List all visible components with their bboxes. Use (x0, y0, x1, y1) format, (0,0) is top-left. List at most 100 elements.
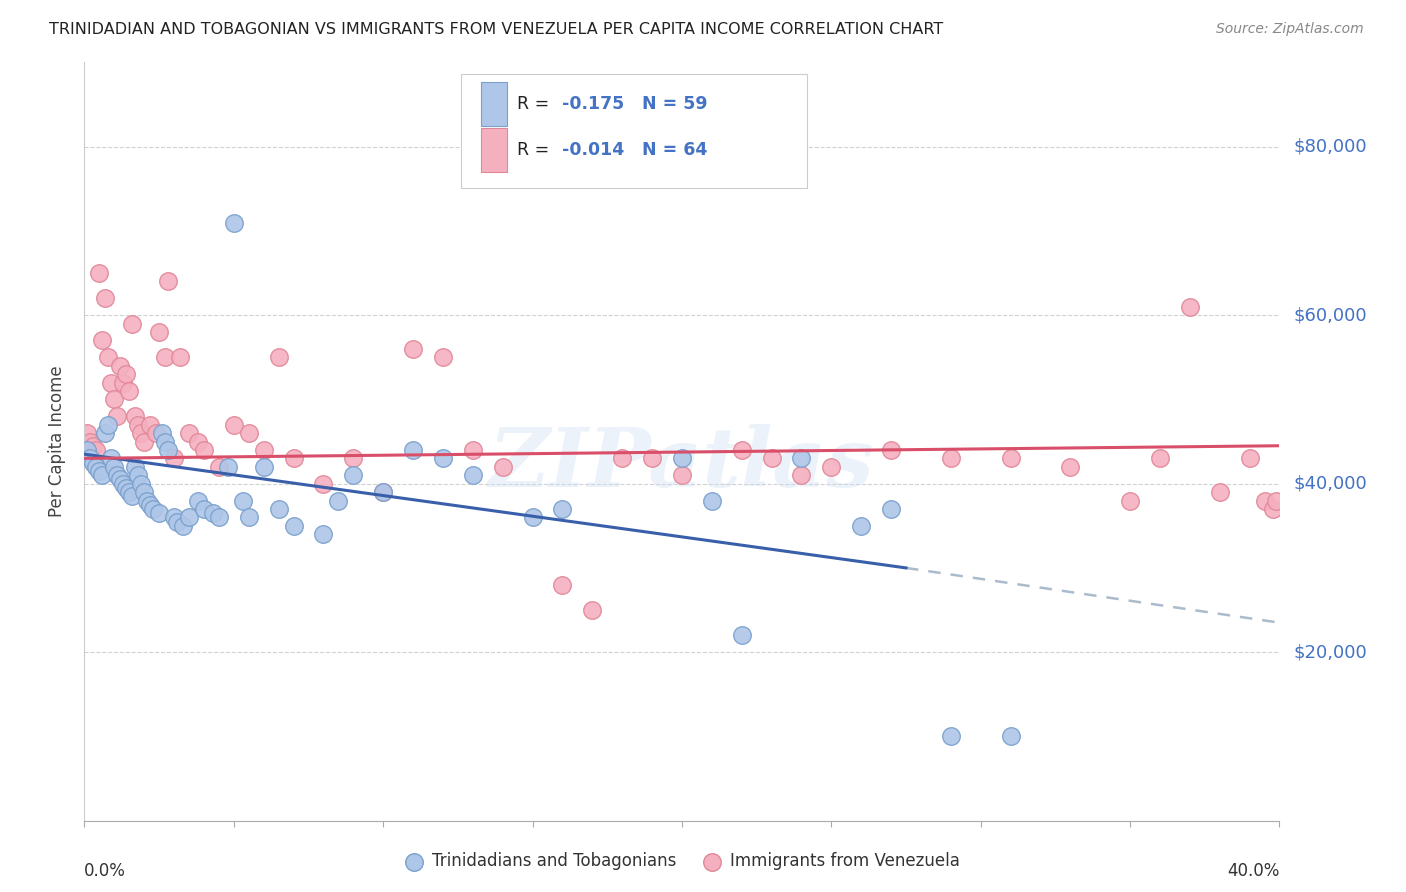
Point (79, 434, 101, 449)
Point (193, 502, 215, 516)
Point (91, 334, 114, 348)
Point (790, 468, 813, 483)
Point (328, 493, 350, 508)
Point (1059, 459, 1081, 474)
Point (731, 442, 754, 457)
Point (163, 510, 186, 524)
Bar (481, 82, 508, 126)
Point (97, 351, 120, 365)
Point (169, 351, 191, 365)
Point (172, 518, 194, 533)
Point (145, 426, 167, 441)
Point (100, 376, 122, 390)
Point (110, 473, 132, 487)
Point (76, 442, 98, 457)
Point (1178, 300, 1201, 314)
Point (153, 351, 176, 365)
Point (201, 506, 224, 520)
Point (148, 506, 170, 520)
Point (157, 442, 180, 457)
Point (222, 417, 245, 432)
Point (132, 434, 156, 449)
Point (1209, 485, 1232, 500)
Point (238, 510, 260, 524)
Point (312, 527, 335, 541)
Point (127, 468, 149, 483)
Point (139, 498, 162, 512)
Point (110, 359, 132, 373)
Point (312, 476, 335, 491)
Point (342, 468, 364, 483)
Point (82, 456, 104, 470)
Point (1265, 493, 1288, 508)
Point (731, 628, 754, 642)
Point (148, 325, 170, 339)
Point (94, 291, 117, 305)
Text: $40,000: $40,000 (1294, 475, 1367, 492)
Point (153, 434, 176, 449)
Point (89, 266, 111, 280)
Point (1263, 502, 1285, 516)
Point (1000, 730, 1022, 744)
Point (461, 468, 484, 483)
Point (1119, 493, 1142, 508)
Text: ZIPatlas: ZIPatlas (489, 425, 875, 504)
Text: N = 64: N = 64 (643, 141, 707, 159)
Text: Source: ZipAtlas.com: Source: ZipAtlas.com (1216, 22, 1364, 37)
Point (166, 515, 188, 529)
Text: $80,000: $80,000 (1294, 137, 1367, 156)
Point (129, 476, 152, 491)
Point (671, 468, 693, 483)
Point (177, 426, 200, 441)
Point (461, 442, 484, 457)
Point (86, 459, 108, 474)
Legend: Trinidadians and Tobagonians, Immigrants from Venezuela: Trinidadians and Tobagonians, Immigrants… (398, 846, 966, 877)
Point (79, 451, 101, 466)
Point (208, 510, 231, 524)
Point (253, 459, 276, 474)
Point (1149, 451, 1171, 466)
Point (402, 342, 425, 356)
Point (253, 442, 276, 457)
Point (492, 459, 515, 474)
Point (115, 481, 138, 495)
Point (283, 451, 305, 466)
Point (157, 275, 180, 289)
Point (612, 451, 634, 466)
Point (127, 417, 149, 432)
Point (118, 384, 141, 398)
Point (121, 317, 143, 331)
Point (551, 578, 574, 592)
Point (86, 442, 108, 457)
Point (1253, 493, 1275, 508)
FancyBboxPatch shape (461, 74, 807, 187)
Text: -0.014: -0.014 (562, 141, 624, 159)
Point (82, 439, 104, 453)
Point (581, 603, 603, 617)
Text: R =: R = (517, 95, 555, 113)
Point (112, 376, 135, 390)
Point (373, 485, 395, 500)
Point (76, 426, 98, 441)
Point (208, 459, 231, 474)
Point (118, 485, 141, 500)
Point (342, 451, 364, 466)
Point (115, 367, 138, 381)
Point (551, 502, 574, 516)
Point (105, 409, 128, 424)
Point (1239, 451, 1261, 466)
Text: 40.0%: 40.0% (1227, 863, 1279, 880)
Point (103, 392, 125, 407)
Point (238, 426, 260, 441)
Point (187, 493, 209, 508)
Bar (481, 128, 508, 171)
Point (283, 518, 305, 533)
Point (105, 468, 128, 483)
Point (163, 451, 186, 466)
Point (121, 489, 143, 503)
Point (641, 451, 664, 466)
Point (124, 409, 146, 424)
Y-axis label: Per Capita Income: Per Capita Income (48, 366, 66, 517)
Point (142, 502, 165, 516)
Point (939, 730, 962, 744)
